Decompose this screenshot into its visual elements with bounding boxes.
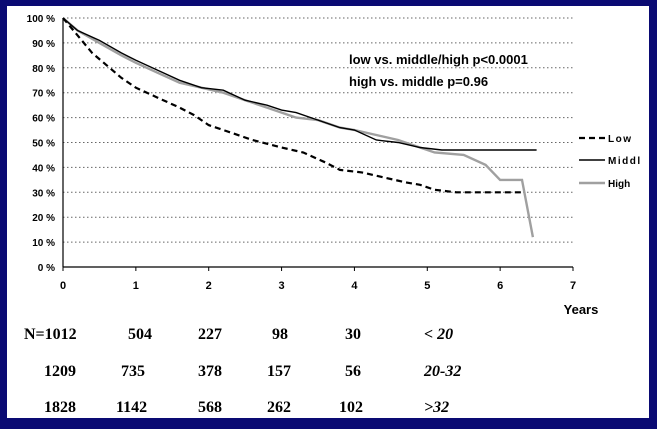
- y-tick-label: 10 %: [32, 238, 55, 249]
- risk-row-3: 1828 1142 568 262 102 >32: [7, 399, 649, 429]
- legend-label: Low: [608, 134, 633, 145]
- risk-cell: 30: [345, 326, 361, 343]
- risk-cell: 1828: [44, 399, 76, 416]
- y-tick-label: 90 %: [32, 39, 55, 50]
- risk-group-label: 20-32: [424, 363, 462, 380]
- series-line-low: [62, 17, 522, 194]
- y-tick-label: 50 %: [32, 139, 55, 150]
- series-line-high: [62, 17, 535, 238]
- x-tick-label: 2: [206, 280, 212, 292]
- risk-cell: 227: [198, 326, 222, 343]
- risk-cell: 1209: [44, 363, 76, 380]
- risk-cell: 102: [339, 399, 363, 416]
- annotation-pvalue-2: high vs. middle p=0.96: [349, 74, 488, 89]
- x-tick-label: 3: [279, 280, 285, 292]
- y-tick-label: 30 %: [32, 188, 55, 199]
- y-tick-label: 70 %: [32, 89, 55, 100]
- x-tick-label: 4: [351, 280, 358, 292]
- risk-cell: 378: [198, 363, 222, 380]
- x-tick-label: 0: [60, 280, 66, 292]
- risk-row-1: N=1012 504 227 98 30 < 20: [7, 326, 649, 356]
- x-tick-label: 7: [570, 280, 576, 292]
- y-tick-label: 20 %: [32, 213, 55, 224]
- risk-row-2: 1209 735 378 157 56 20-32: [7, 363, 649, 393]
- risk-group-label: < 20: [424, 326, 454, 343]
- chart-panel: 0 % 10 % 20 % 30 % 40 % 50 % 60 % 70 % 80 % 90 % 1…: [7, 6, 649, 418]
- survival-chart: 0 % 10 % 20 % 30 % 40 % 50 % 60 % 70 % 80 % 90 % 1…: [27, 14, 642, 316]
- y-tick-label: 40 %: [32, 163, 55, 174]
- risk-cell: 56: [345, 363, 361, 380]
- risk-cell: 262: [267, 399, 291, 416]
- y-tick-label: 0 %: [38, 263, 55, 274]
- legend-label: Middl: [608, 156, 642, 167]
- risk-cell: 568: [198, 399, 222, 416]
- x-tick-label: 5: [424, 280, 430, 292]
- legend-label: High: [608, 179, 630, 190]
- risk-group-label: >32: [424, 399, 450, 416]
- y-tick-label: 100 %: [27, 14, 55, 25]
- risk-cell: 157: [267, 363, 291, 380]
- x-tick-label: 1: [133, 280, 139, 292]
- x-axis-label: Years: [564, 302, 599, 316]
- risk-cell: 504: [128, 326, 152, 343]
- risk-cell: 735: [121, 363, 145, 380]
- x-tick-label: 6: [497, 280, 503, 292]
- risk-cell: N=1012: [24, 326, 77, 343]
- risk-cell: 1142: [116, 399, 148, 416]
- annotation-pvalue-1: low vs. middle/high p<0.0001: [349, 52, 528, 67]
- y-tick-label: 60 %: [32, 114, 55, 125]
- risk-cell: 98: [272, 326, 288, 343]
- series-line-middl: [62, 17, 537, 151]
- y-tick-label: 80 %: [32, 64, 55, 75]
